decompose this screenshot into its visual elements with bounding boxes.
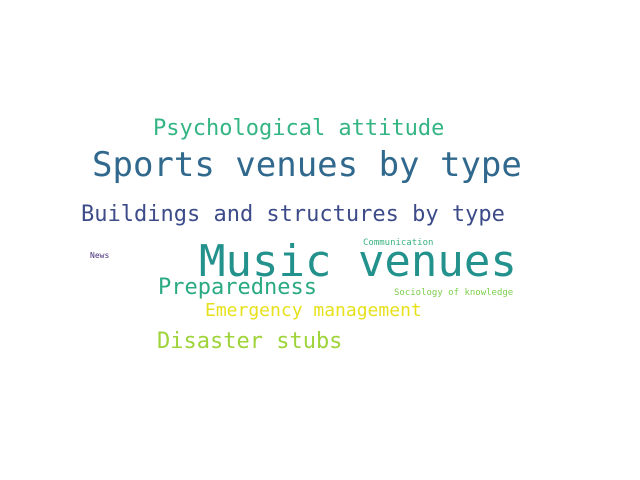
word-buildings-and-structures: Buildings and structures by type — [81, 202, 505, 227]
word-disaster-stubs: Disaster stubs — [157, 329, 343, 354]
word-emergency-management: Emergency management — [205, 300, 422, 321]
word-sociology-of-knowledge: Sociology of knowledge — [394, 288, 514, 298]
word-communication: Communication — [363, 238, 434, 248]
word-sports-venues-by-type: Sports venues by type — [92, 145, 522, 185]
word-music-venues: Music venues — [199, 236, 517, 287]
word-psychological-attitude: Psychological attitude — [153, 116, 445, 141]
word-news: News — [90, 251, 110, 260]
word-preparedness: Preparedness — [158, 275, 317, 300]
